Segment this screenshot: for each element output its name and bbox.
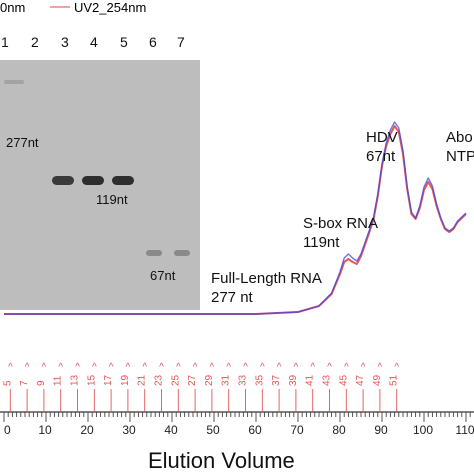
x-tick-label: 40	[164, 423, 178, 437]
fraction-label: 7	[19, 380, 30, 386]
annotation-hdv-size: 67nt	[366, 148, 396, 165]
x-tick-label: 110	[455, 423, 474, 437]
fraction-caret: ^	[344, 362, 349, 373]
fraction-caret: ^	[210, 362, 215, 373]
fraction-caret: ^	[193, 362, 198, 373]
fraction-caret: ^	[260, 362, 265, 373]
fraction-label: 27	[187, 374, 198, 386]
fraction-caret: ^	[109, 362, 114, 373]
annotation-sbox-size: 119nt	[303, 234, 340, 251]
fraction-label: 39	[288, 374, 299, 386]
annotation-hdv: HDV 67nt	[366, 128, 398, 166]
annotation-sbox: S-box RNA 119nt	[303, 214, 378, 252]
fraction-label: 33	[238, 374, 249, 386]
fraction-label: 35	[254, 374, 265, 386]
x-tick-label: 30	[122, 423, 136, 437]
fraction-label: 43	[322, 374, 333, 386]
lane-label-7: 7	[177, 34, 185, 50]
gel-image	[0, 60, 200, 310]
lane-label-2: 2	[31, 34, 39, 50]
x-tick-label: 70	[290, 423, 304, 437]
fraction-caret: ^	[92, 362, 97, 373]
fraction-label: 41	[305, 374, 316, 386]
fraction-label: 23	[154, 374, 165, 386]
gel-label-119nt: 119nt	[96, 192, 128, 207]
fraction-caret: ^	[243, 362, 248, 373]
fraction-label: 5	[2, 380, 13, 386]
legend-swatch-2	[50, 6, 70, 8]
annotation-full-length-size: 277 nt	[211, 289, 253, 306]
annotation-hdv-name: HDV	[366, 129, 398, 146]
x-tick-label: 10	[38, 423, 52, 437]
fraction-label: 15	[86, 374, 97, 386]
annotation-ntp-label: NTP	[446, 148, 474, 165]
fraction-caret: ^	[75, 362, 80, 373]
gel-band-lane5	[112, 176, 134, 185]
gel-band-lane6	[146, 250, 162, 256]
x-tick-label: 100	[413, 423, 433, 437]
x-tick-label: 0	[4, 423, 11, 437]
legend-series-1: 0nm	[0, 0, 26, 15]
fraction-caret: ^	[394, 362, 399, 373]
fraction-caret: ^	[294, 362, 299, 373]
fraction-label: 31	[221, 374, 232, 386]
gel-band-lane1	[4, 80, 24, 84]
legend-series-2: UV2_254nm	[74, 0, 147, 15]
lane-label-5: 5	[120, 34, 128, 50]
fraction-label: 21	[137, 374, 148, 386]
fraction-caret: ^	[159, 362, 164, 373]
lane-label-4: 4	[90, 34, 98, 50]
x-tick-label: 20	[80, 423, 94, 437]
fraction-label: 49	[372, 374, 383, 386]
x-axis-title: Elution Volume	[148, 448, 295, 473]
fraction-label: 9	[36, 380, 47, 386]
annotation-ntp: Abo NTP	[446, 128, 474, 166]
annotation-ntp-name: Abo	[446, 129, 473, 146]
fraction-caret: ^	[378, 362, 383, 373]
fraction-caret: ^	[327, 362, 332, 373]
lane-label-1: 1	[1, 34, 9, 50]
fraction-label: 11	[53, 375, 64, 386]
annotation-full-length-name: Full-Length RNA	[211, 270, 322, 287]
fraction-label: 17	[103, 374, 114, 386]
fraction-caret: ^	[226, 362, 231, 373]
lane-label-6: 6	[149, 34, 157, 50]
fraction-label: 29	[204, 374, 215, 386]
fraction-caret: ^	[277, 362, 282, 373]
fraction-label: 47	[355, 374, 366, 386]
fraction-label: 45	[338, 374, 349, 386]
fraction-caret: ^	[126, 362, 131, 373]
fraction-caret: ^	[142, 362, 147, 373]
gel-band-lane4	[82, 176, 104, 185]
x-tick-label: 80	[332, 423, 346, 437]
gel-label-67nt: 67nt	[150, 268, 176, 283]
lane-label-3: 3	[61, 34, 69, 50]
annotation-sbox-name: S-box RNA	[303, 215, 379, 232]
x-tick-label: 90	[374, 423, 388, 437]
annotation-full-length: Full-Length RNA 277 nt	[211, 269, 322, 307]
x-tick-label: 60	[248, 423, 262, 437]
fraction-label: 13	[70, 374, 81, 386]
fraction-caret: ^	[42, 362, 47, 373]
fraction-caret: ^	[176, 362, 181, 373]
trace-0nm	[4, 121, 467, 315]
gel-label-277nt: 277nt	[6, 135, 39, 150]
x-tick-label: 50	[206, 423, 220, 437]
fraction-label: 25	[170, 374, 181, 386]
fraction-caret: ^	[8, 362, 13, 373]
gel-band-lane3	[52, 176, 74, 185]
gel-band-lane7	[174, 250, 190, 256]
fraction-caret: ^	[310, 362, 315, 373]
fraction-label: 19	[120, 374, 131, 386]
fraction-caret: ^	[58, 362, 63, 373]
fraction-label: 37	[271, 374, 282, 386]
fraction-caret: ^	[361, 362, 366, 373]
fraction-caret: ^	[25, 362, 30, 373]
fraction-label: 51	[389, 374, 400, 386]
